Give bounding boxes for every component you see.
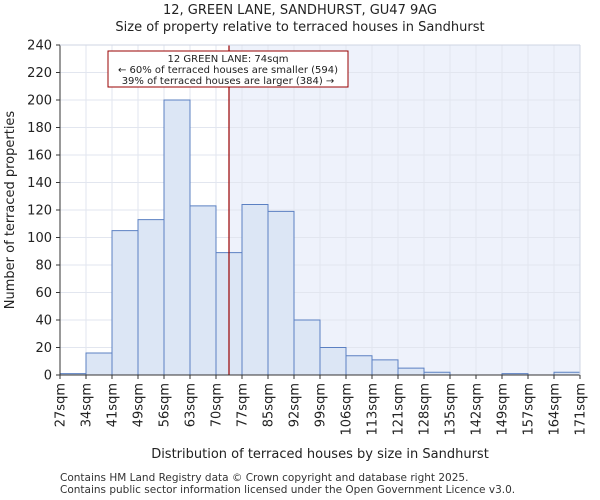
x-tick-label: 34sqm xyxy=(80,383,95,427)
y-tick-label: 80 xyxy=(35,259,52,274)
x-tick-label: 142sqm xyxy=(470,383,485,436)
y-axis-label: Number of terraced properties xyxy=(3,111,18,310)
histogram-bar xyxy=(189,205,217,376)
x-tick-label: 27sqm xyxy=(54,383,69,427)
histogram-bar xyxy=(163,99,191,376)
x-tick-label: 149sqm xyxy=(496,383,511,436)
y-tick-label: 180 xyxy=(27,121,52,136)
histogram-bar xyxy=(397,367,425,376)
annotation-box xyxy=(107,50,349,88)
x-tick-label: 128sqm xyxy=(418,383,433,436)
x-tick-label: 49sqm xyxy=(132,383,147,427)
x-tick-label: 70sqm xyxy=(210,383,225,427)
footer-licence: Contains public sector information licen… xyxy=(60,484,516,496)
histogram-bar xyxy=(85,352,113,376)
x-tick-label: 85sqm xyxy=(262,383,277,427)
y-tick-label: 40 xyxy=(35,314,52,329)
y-tick-label: 200 xyxy=(27,94,52,109)
annotation-title: 12 GREEN LANE: 74sqm xyxy=(168,54,289,65)
histogram-bar xyxy=(319,347,347,376)
y-tick-label: 120 xyxy=(27,204,52,219)
histogram-chart: Number of terraced properties Distributio… xyxy=(3,39,589,463)
x-tick-label: 113sqm xyxy=(366,383,381,436)
histogram-bar xyxy=(371,359,399,376)
y-tick-label: 240 xyxy=(27,39,52,54)
y-tick-label: 160 xyxy=(27,149,52,164)
footer-copyright: Contains HM Land Registry data © Crown c… xyxy=(60,472,469,484)
histogram-bar xyxy=(111,230,139,376)
x-tick-label: 164sqm xyxy=(548,383,563,436)
x-axis-label: Distribution of terraced houses by size … xyxy=(151,447,489,462)
chart-title: 12, GREEN LANE, SANDHURST, GU47 9AG xyxy=(162,3,437,18)
x-tick-label: 99sqm xyxy=(314,383,329,427)
x-tick-label: 106sqm xyxy=(340,383,355,436)
x-tick-label: 41sqm xyxy=(106,383,121,427)
y-tick-label: 220 xyxy=(27,66,52,81)
y-tick-label: 0 xyxy=(44,369,52,384)
x-tick-label: 63sqm xyxy=(184,383,199,427)
annotation-larger: 39% of terraced houses are larger (384) … xyxy=(122,76,335,87)
x-tick-label: 77sqm xyxy=(236,383,251,427)
x-tick-label: 56sqm xyxy=(158,383,173,427)
x-tick-label: 121sqm xyxy=(392,383,407,436)
x-tick-label: 157sqm xyxy=(522,383,537,436)
y-tick-label: 140 xyxy=(27,176,52,191)
histogram-bar xyxy=(267,210,295,376)
x-tick-label: 92sqm xyxy=(288,383,303,427)
histogram-bar xyxy=(137,219,165,376)
histogram-bar xyxy=(241,204,269,376)
annotation-smaller: ← 60% of terraced houses are smaller (59… xyxy=(118,65,338,76)
y-tick-label: 60 xyxy=(35,286,52,301)
histogram-bar xyxy=(345,355,373,376)
chart-subtitle: Size of property relative to terraced ho… xyxy=(115,20,485,35)
x-tick-label: 135sqm xyxy=(444,383,459,436)
x-tick-label: 171sqm xyxy=(574,383,589,436)
histogram-bar xyxy=(293,319,321,376)
y-tick-label: 20 xyxy=(35,341,52,356)
y-tick-label: 100 xyxy=(27,231,52,246)
